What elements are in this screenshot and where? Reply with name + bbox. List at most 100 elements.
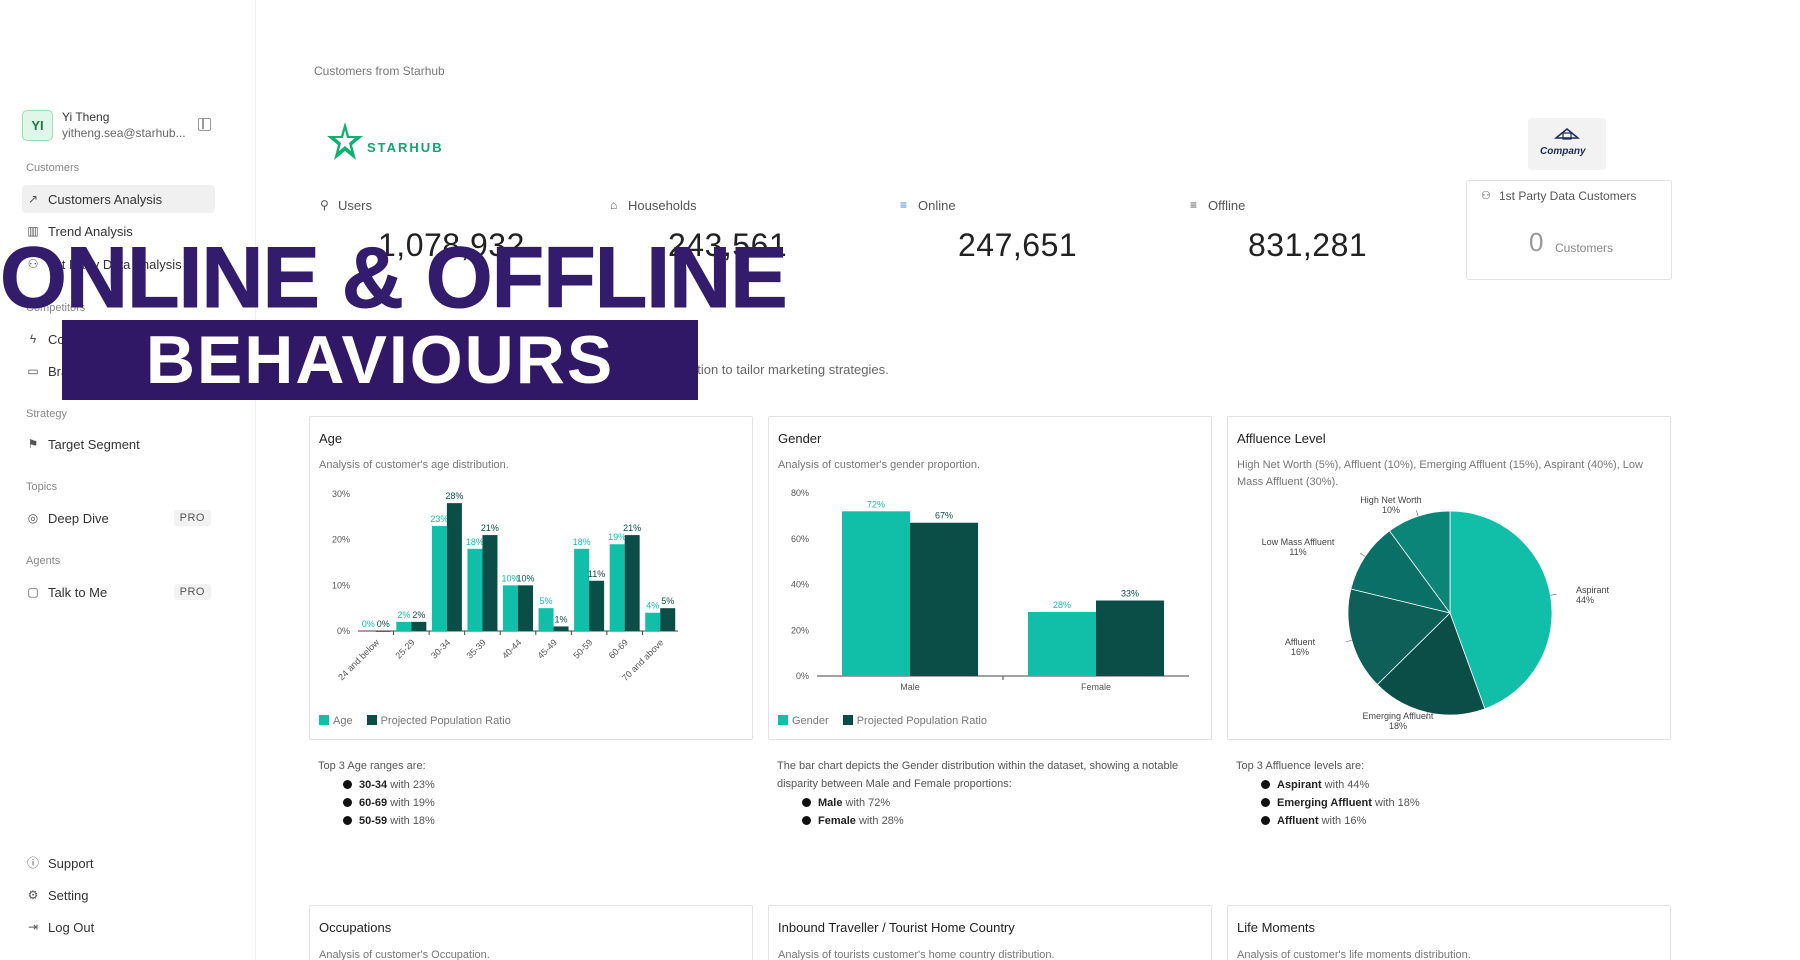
target-icon: ◎ [27,511,39,525]
card-subtitle: High Net Worth (5%), Affluent (10%), Eme… [1237,459,1643,488]
bar-projected [910,522,978,676]
gender-card: Gender Analysis of customer's gender pro… [768,416,1212,740]
x-tick-label: 40-44 [500,637,523,660]
legend-item[interactable]: Projected Population Ratio [366,715,511,727]
overlay-title: ONLINE & OFFLINE [0,230,788,327]
x-tick-label: Female [1081,682,1111,692]
sidebar: YI Yi Theng yitheng.sea@starhub... Custo… [0,0,256,960]
data-label: 10% [501,573,519,583]
gender-summary: The bar chart depicts the Gender distrib… [777,757,1217,830]
sidebar-item-label: Target Segment [48,436,140,452]
bar-projected [411,621,427,631]
x-tick-label: 25-29 [393,637,416,660]
affluence-card: Affluence Level High Net Worth (5%), Aff… [1227,416,1671,740]
data-label: 33% [1121,589,1139,599]
sidebar-item-label: Support [48,855,94,871]
pie-leader-line [1345,639,1352,643]
bar-projected [553,626,569,631]
sidebar-item-log-out[interactable]: ⇥ Log Out [22,913,215,941]
sidebar-item-target-segment[interactable]: ⚑ Target Segment [22,430,215,458]
presentation-icon: ▭ [27,364,39,378]
card-subtitle: Analysis of customer's age distribution. [319,459,509,471]
sidebar-item-label: Customers Analysis [48,191,163,207]
card-subtitle: Analysis of customer's gender proportion… [778,459,981,471]
sidebar-item-setting[interactable]: ⚙ Setting [22,881,215,909]
data-label: 67% [935,511,953,521]
pro-badge: PRO [173,584,211,600]
x-tick-label: 50-59 [571,637,594,660]
pie-slice [1350,530,1451,614]
sidebar-item-1st-party-data[interactable]: ⚇ 1st Party Data Analysis [22,250,215,278]
sidebar-item-talk-to-me[interactable]: ▢ Talk to Me PRO [22,578,215,606]
bolt-icon: ϟ [29,332,37,346]
summary-item: 50-59 with 18% [343,812,758,830]
section-label-topics: Topics [26,481,58,493]
stat-value: 831,281 [1248,227,1368,263]
first-party-data-card[interactable]: ⚇ 1st Party Data Customers 0 Customers [1466,180,1672,280]
pie-value: 18% [1389,721,1407,731]
card-title: Life Moments [1237,920,1316,935]
sidebar-collapse-icon[interactable] [198,118,211,131]
card-title: Occupations [319,920,392,935]
pie-value: 16% [1291,647,1309,657]
filter-icon: ≡ [1190,198,1198,212]
company-logo-text: Company [1540,146,1586,157]
sidebar-item-customers-analysis[interactable]: ↗ Customers Analysis [22,185,215,213]
bar-primary [574,548,590,631]
card-subtitle: Analysis of tourists customer's home cou… [778,949,1055,960]
sidebar-item-trend-analysis[interactable]: ▥ Trend Analysis [22,217,215,245]
data-label: 4% [646,601,659,611]
data-label: 21% [623,523,641,533]
info-icon: ⓘ [26,856,39,870]
bar-projected [1096,600,1164,676]
section-label-agents: Agents [26,555,61,567]
section-label-competitors: Competitors [26,302,86,314]
data-label: 28% [1053,600,1071,610]
age-summary: Top 3 Age ranges are: 30-34 with 23% 60-… [318,757,758,830]
legend-item[interactable]: Age [319,715,353,727]
legend-item[interactable]: Projected Population Ratio [842,715,987,727]
summary-item: Affluent with 16% [1261,812,1676,830]
bar-projected [518,585,533,631]
user-profile[interactable]: YI Yi Theng yitheng.sea@starhub... [22,108,222,144]
data-label: 18% [573,537,591,547]
stat-value: 1,078,932 [378,227,525,263]
x-tick-label: 35-39 [465,637,488,660]
summary-item: Aspirant with 44% [1261,776,1676,794]
bar-chart-icon: ▥ [27,224,39,238]
data-label: 2% [397,610,410,620]
pie-label: Low Mass Affluent [1262,537,1335,547]
stat-label: Users [338,198,372,213]
x-tick-label: Male [900,682,920,692]
y-tick-label: 20% [332,535,350,545]
sidebar-item-support[interactable]: ⓘ Support [22,849,215,877]
summary-title: Top 3 Affluence levels are: [1236,760,1365,772]
stat-value: 243,561 [668,227,788,263]
summary-item: 60-69 with 19% [343,794,758,812]
starhub-star-icon [327,122,363,160]
age-card: Age Analysis of customer's age distribut… [309,416,753,740]
data-label: 28% [445,491,463,501]
user-name: Yi Theng [62,110,110,124]
age-legend: Age Projected Population Ratio [319,715,511,727]
data-label: 5% [661,596,674,606]
bar-primary [360,631,376,632]
home-icon: ⌂ [610,198,618,212]
card-title: Inbound Traveller / Tourist Home Country [778,920,1015,935]
logout-icon: ⇥ [27,920,39,934]
gender-bar-chart: 0% 20% 40% 60% 80% 72% 67% Male 28% 33% Female [791,488,1189,692]
x-tick-label: 60-69 [607,637,630,660]
legend-item[interactable]: Gender [778,715,829,727]
x-tick-label: 24 and below [336,637,381,682]
sidebar-item-deep-dive[interactable]: ◎ Deep Dive PRO [22,504,215,532]
sidebar-item-label: Deep Dive [48,510,109,526]
pie-label: Affluent [1285,637,1316,647]
summary-item: Emerging Affluent with 18% [1261,794,1676,812]
card-subtitle: Analysis of customer's life moments dist… [1237,949,1471,960]
trend-up-icon: ↗ [27,192,39,206]
user-email: yitheng.sea@starhub... [62,126,186,140]
y-tick-label: 60% [791,534,809,544]
data-label: 5% [540,596,553,606]
summary-title: The bar chart depicts the Gender distrib… [777,760,1179,790]
